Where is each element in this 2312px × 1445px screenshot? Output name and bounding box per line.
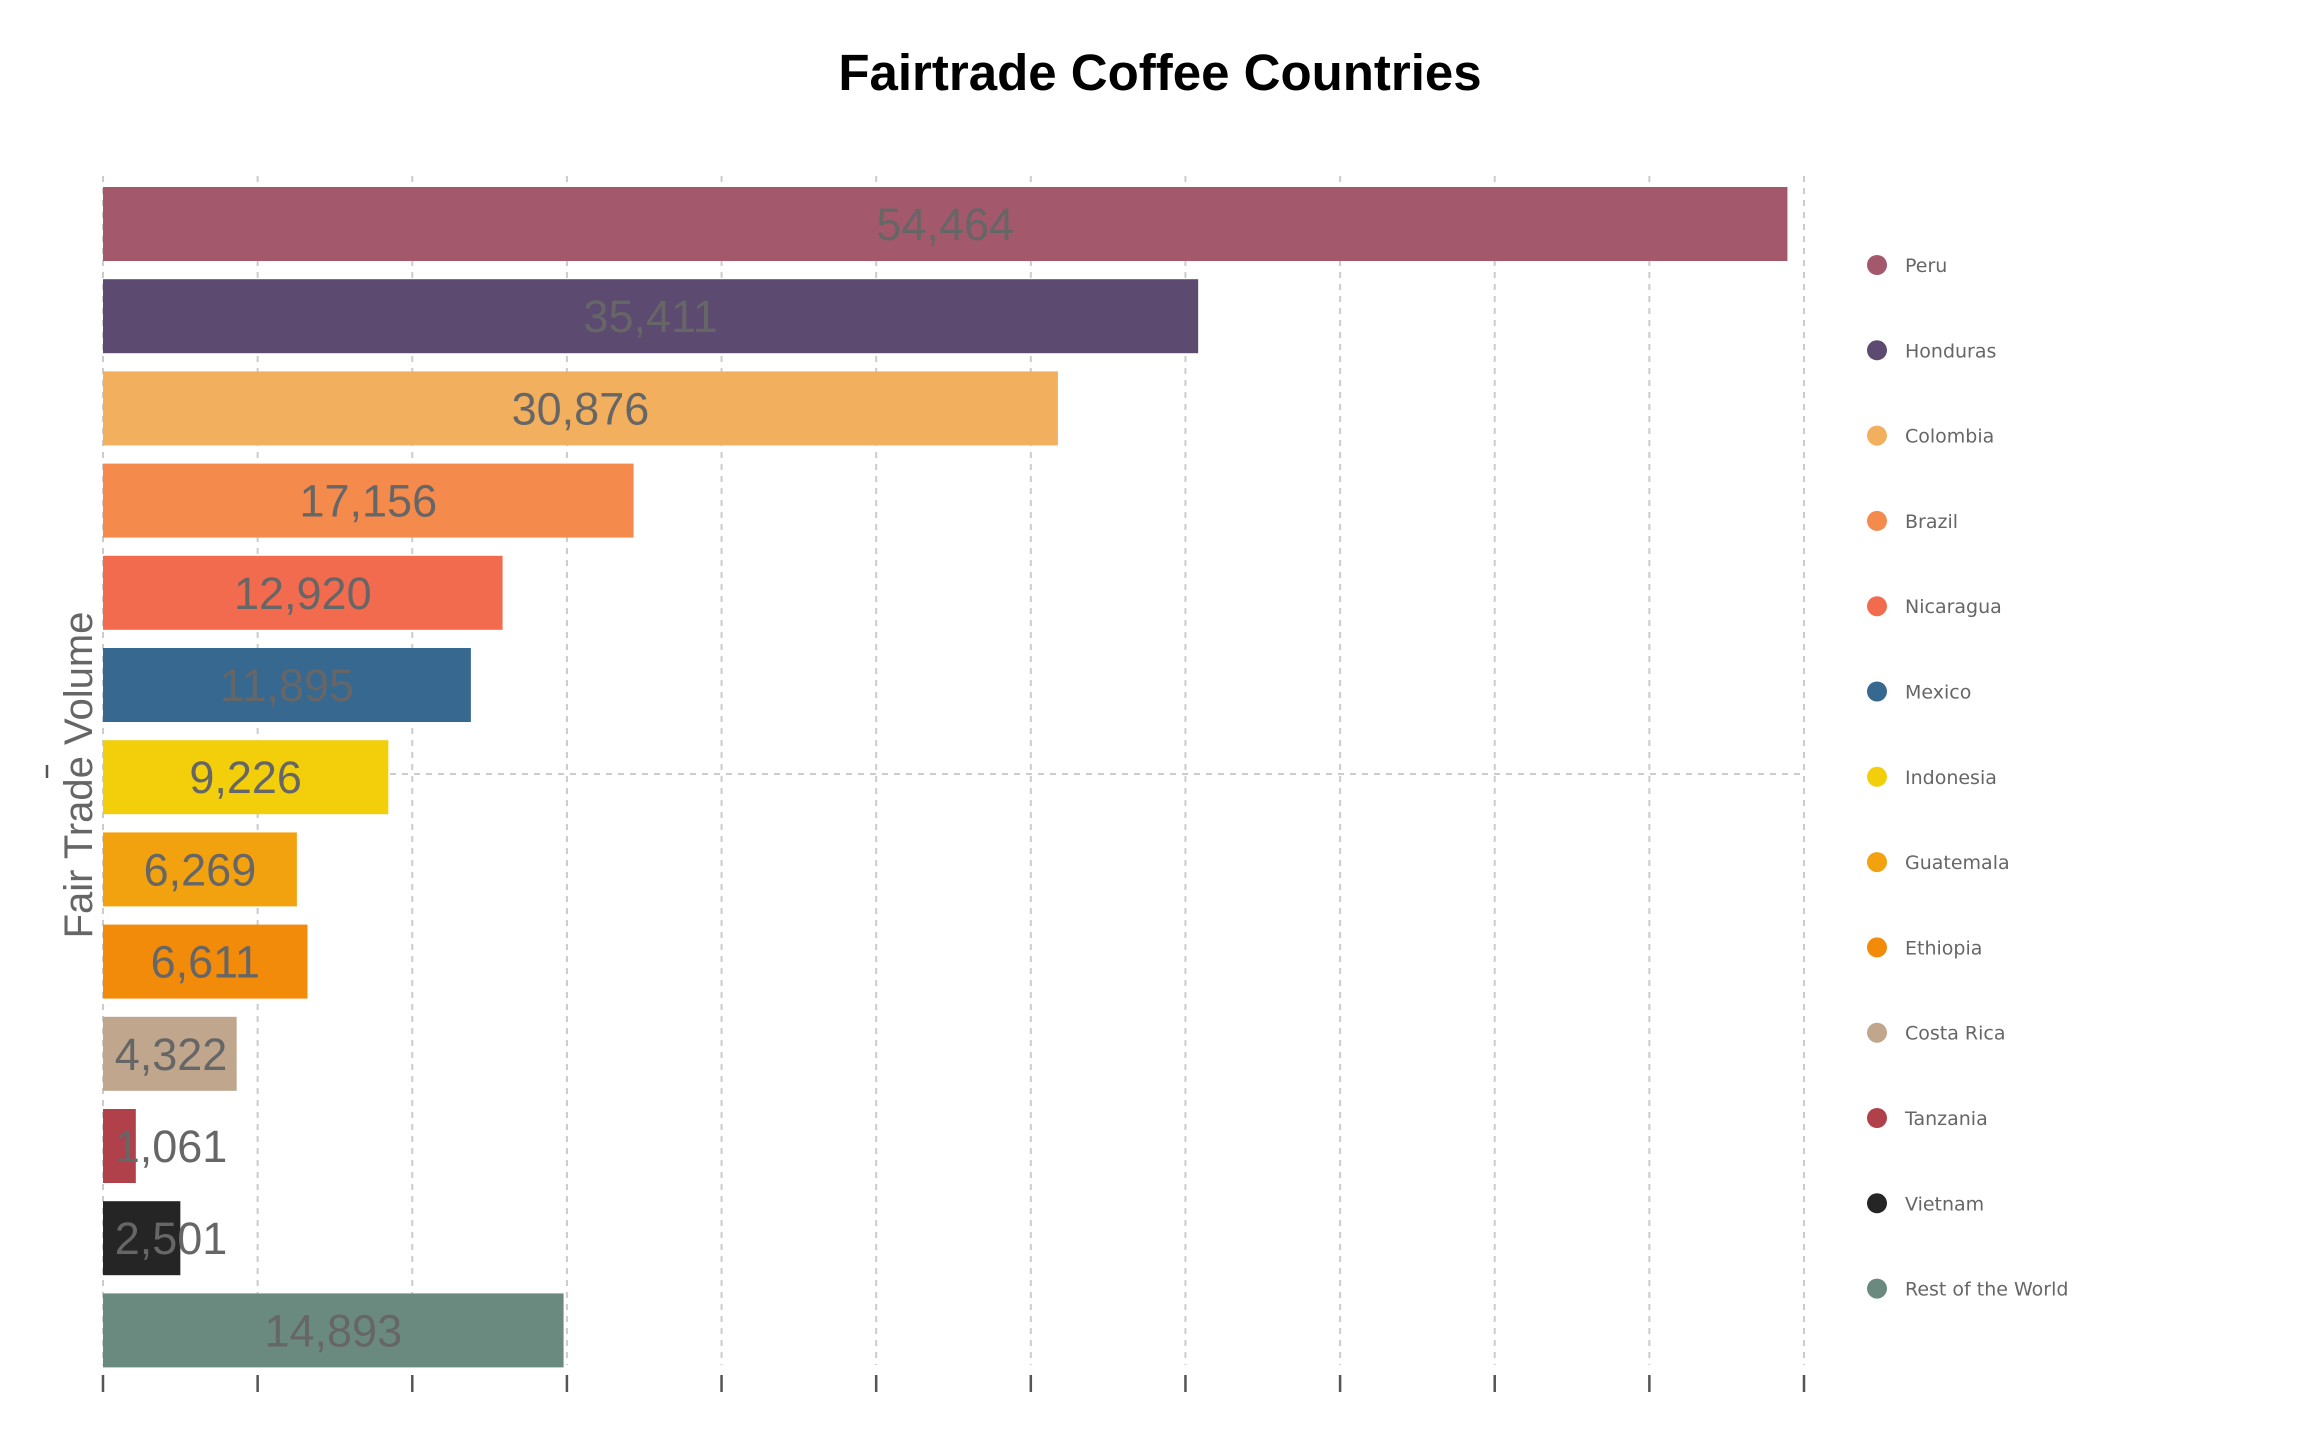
- x-axis: [45, 765, 1806, 1392]
- legend-label: Costa Rica: [1905, 1023, 2006, 1045]
- bars: [103, 187, 1788, 1368]
- legend-label: Rest of the World: [1905, 1279, 2068, 1301]
- bar-value-label: 6,269: [144, 844, 257, 895]
- legend-marker: [1867, 596, 1887, 617]
- bar-indonesia: [103, 740, 389, 815]
- bar-guatemala: [103, 832, 297, 907]
- grid-lines: [102, 176, 1805, 1365]
- chart-title: Fairtrade Coffee Countries: [838, 44, 1481, 101]
- bar-costa-rica: [103, 1016, 237, 1091]
- bar-value-label: 14,893: [264, 1305, 402, 1356]
- bar-value-label: 12,920: [234, 568, 372, 619]
- bar-tanzania: [103, 1109, 136, 1183]
- legend-label: Nicaragua: [1905, 596, 2002, 618]
- bar-value-label: 4,322: [115, 1029, 228, 1080]
- bar-colombia: [103, 371, 1058, 446]
- legend-label: Honduras: [1905, 340, 1996, 362]
- legend-marker: [1867, 852, 1887, 873]
- bar-rest-of-the-world: [103, 1293, 564, 1368]
- bar-value-label: 35,411: [583, 291, 717, 342]
- bar-value-labels: 54,464 35,411 30,876 17,156 12,920 11,895 9,22…: [115, 199, 1014, 1356]
- legend: Peru Honduras Colombia Brazil Nicaragua Mexic…: [1867, 255, 2068, 1301]
- bar-mexico: [103, 648, 471, 722]
- legend-label: Guatemala: [1905, 852, 2010, 874]
- legend-marker: [1867, 1108, 1887, 1128]
- bar-nicaragua: [103, 555, 503, 630]
- legend-marker: [1867, 1022, 1887, 1043]
- legend-marker: [1867, 681, 1887, 702]
- bar-value-label: 11,895: [220, 660, 354, 711]
- legend-marker: [1867, 425, 1887, 446]
- bar-value-label: 9,226: [189, 752, 302, 803]
- legend-label: Ethiopia: [1905, 937, 1982, 959]
- bar-value-label: 2,501: [115, 1213, 228, 1264]
- legend-marker: [1867, 255, 1887, 275]
- legend-label: Vietnam: [1905, 1193, 1984, 1215]
- legend-label: Brazil: [1905, 511, 1958, 533]
- bar-value-label: 1,061: [115, 1121, 228, 1172]
- bar-value-label: 6,611: [151, 937, 260, 988]
- legend-marker: [1867, 766, 1887, 787]
- legend-marker: [1867, 340, 1887, 361]
- bar-honduras: [103, 279, 1199, 354]
- legend-label: Mexico: [1905, 682, 1971, 704]
- bar-value-label: 30,876: [512, 383, 650, 434]
- legend-label: Tanzania: [1904, 1108, 1988, 1130]
- legend-marker: [1867, 1193, 1887, 1214]
- legend-marker: [1867, 510, 1887, 531]
- legend-label: Peru: [1905, 255, 1947, 277]
- bar-value-label: 54,464: [876, 199, 1014, 250]
- bar-vietnam: [103, 1201, 181, 1276]
- bar-ethiopia: [103, 924, 308, 999]
- legend-label: Indonesia: [1905, 767, 1997, 789]
- bar-peru: [103, 187, 1788, 261]
- legend-marker: [1867, 937, 1887, 958]
- y-axis-label: Fair Trade Volume: [57, 612, 101, 939]
- bar-value-label: 17,156: [299, 476, 437, 527]
- bar-brazil: [103, 463, 634, 538]
- legend-marker: [1867, 1278, 1887, 1299]
- legend-label: Colombia: [1905, 426, 1994, 448]
